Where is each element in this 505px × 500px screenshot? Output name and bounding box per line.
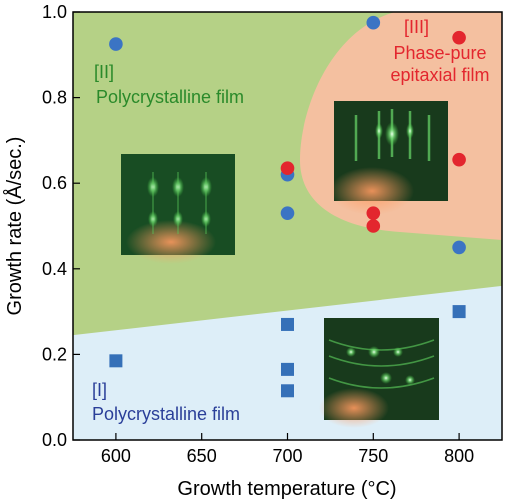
y-tick-label: 0.4 [42,259,67,279]
data-points [109,15,466,398]
data-point-square [281,362,294,376]
y-tick-label: 0.0 [42,430,67,450]
x-tick-label: 800 [444,446,474,466]
region-ii-numeral: [II] [94,62,114,82]
y-tick-label: 1.0 [42,2,67,22]
region-i-label: Polycrystalline film [92,404,240,424]
data-point-blue-circle [452,240,466,255]
region-iii-numeral: [III] [404,17,429,37]
data-point-blue-circle [280,206,295,220]
y-tick-label: 0.8 [42,88,67,108]
y-axis-label: Growth rate (Å/sec.) [3,137,26,316]
y-tick-label: 0.2 [42,344,67,364]
data-point-blue-circle [366,15,381,30]
data-point-red-circle [452,152,466,167]
axis-ticks: 600 650 700 750 800 0.0 0.2 0.4 0.6 0.8 1.0 [42,2,474,466]
region-i-numeral: [I] [92,380,107,400]
region-iii-label-line2: epitaxial film [390,65,489,85]
data-point-square [281,384,294,398]
x-tick-label: 750 [358,446,388,466]
data-point-red-circle [452,30,466,45]
rheed-inset-region-i [319,318,439,428]
rheed-inset-region-ii [121,154,235,264]
x-tick-label: 650 [187,446,217,466]
data-point-red-circle [366,219,381,233]
region-iii-label-line1: Phase-pure [393,43,486,63]
y-tick-label: 0.6 [42,173,67,193]
x-tick-label: 600 [101,446,131,466]
data-point-red-circle [280,161,295,176]
rheed-inset-region-iii [330,101,448,215]
data-point-red-circle [366,206,381,220]
x-tick-label: 700 [272,446,302,466]
data-point-blue-circle [109,37,123,51]
x-axis-label: Growth temperature (°C) [177,478,396,500]
data-point-square [281,317,294,331]
region-ii-label: Polycrystalline film [96,87,244,107]
data-point-square [109,354,123,368]
data-point-square [452,305,466,319]
